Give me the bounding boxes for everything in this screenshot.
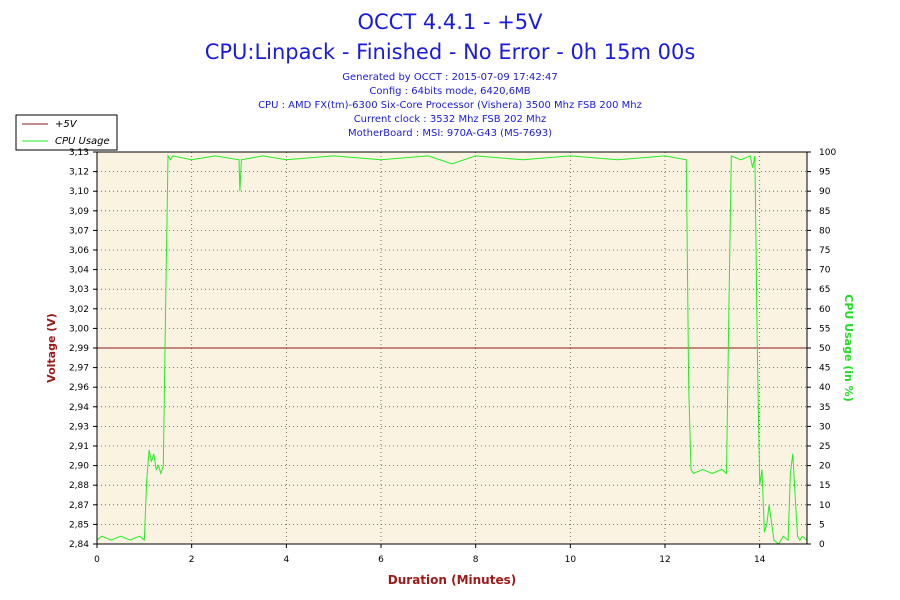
- tick-label-x: 0: [94, 555, 100, 565]
- tick-label-y2: 50: [819, 344, 831, 354]
- legend-label-voltage: +5V: [55, 119, 78, 130]
- series-layer: [96, 154, 808, 545]
- info-motherboard: MotherBoard : MSI: 970A-G43 (MS-7693): [348, 128, 552, 139]
- tick-label-y: 3,12: [69, 168, 89, 178]
- tick-label-y2: 30: [819, 422, 831, 432]
- tick-label-y2: 15: [819, 481, 830, 491]
- tick-label-y2: 25: [819, 442, 830, 452]
- tick-label-y: 2,94: [69, 403, 89, 413]
- series-line-cpu-usage: [96, 154, 808, 545]
- tick-label-y: 3,00: [69, 324, 89, 334]
- tick-label-y: 2,88: [69, 481, 89, 491]
- y-axis-title-cpu: CPU Usage (in %): [842, 294, 855, 401]
- tick-label-y: 3,06: [69, 246, 89, 256]
- tick-label-y: 3,13: [69, 148, 89, 158]
- tick-label-y2: 55: [819, 324, 830, 334]
- chart-subtitle: CPU:Linpack - Finished - No Error - 0h 1…: [205, 40, 696, 64]
- tick-label-y2: 95: [819, 168, 830, 178]
- tick-label-y: 2,87: [69, 501, 89, 511]
- tick-label-y: 2,99: [69, 344, 89, 354]
- tick-label-y: 3,09: [69, 207, 89, 217]
- tick-label-y: 2,91: [69, 442, 89, 452]
- tick-label-y2: 60: [819, 305, 831, 315]
- tick-label-y: 2,90: [69, 462, 89, 472]
- x-axis-title: Duration (Minutes): [388, 573, 516, 587]
- y-axis-title-voltage: Voltage (V): [45, 313, 58, 383]
- tick-label-y2: 100: [819, 148, 836, 158]
- tick-label-y: 3,02: [69, 305, 89, 315]
- tick-label-y: 2,84: [69, 540, 89, 550]
- tick-label-y2: 35: [819, 403, 830, 413]
- tick-label-y: 3,10: [69, 187, 89, 197]
- tick-label-x: 10: [565, 555, 577, 565]
- tick-label-x: 8: [473, 555, 479, 565]
- axis-ticks: 02,8452,85102,87152,88202,90252,91302,93…: [69, 148, 836, 565]
- info-generated: Generated by OCCT : 2015-07-09 17:42:47: [342, 72, 558, 83]
- chart-title: OCCT 4.4.1 - +5V: [357, 10, 543, 34]
- tick-label-y2: 65: [819, 285, 830, 295]
- info-config: Config : 64bits mode, 6420,6MB: [369, 86, 530, 97]
- tick-label-y: 3,04: [69, 266, 89, 276]
- tick-label-y: 2,96: [69, 383, 89, 393]
- tick-label-y2: 85: [819, 207, 830, 217]
- tick-label-y2: 80: [819, 226, 831, 236]
- tick-label-x: 14: [754, 555, 766, 565]
- tick-label-x: 2: [189, 555, 195, 565]
- legend-box: [15, 114, 118, 151]
- tick-label-y: 3,03: [69, 285, 89, 295]
- tick-label-y2: 0: [819, 540, 825, 550]
- tick-label-y2: 90: [819, 187, 831, 197]
- tick-label-y2: 75: [819, 246, 830, 256]
- tick-label-y2: 10: [819, 501, 831, 511]
- tick-label-y2: 5: [819, 520, 825, 530]
- tick-label-x: 12: [659, 555, 670, 565]
- legend-label-cpu: CPU Usage: [55, 136, 110, 147]
- info-clock: Current clock : 3532 Mhz FSB 202 Mhz: [354, 114, 547, 125]
- tick-label-x: 6: [378, 555, 384, 565]
- tick-label-y: 2,97: [69, 364, 89, 374]
- tick-label-y: 2,85: [69, 520, 89, 530]
- tick-label-y2: 20: [819, 462, 831, 472]
- info-cpu: CPU : AMD FX(tm)-6300 Six-Core Processor…: [258, 100, 642, 111]
- tick-label-y2: 70: [819, 266, 831, 276]
- tick-label-y: 2,93: [69, 422, 89, 432]
- tick-label-y: 3,07: [69, 226, 89, 236]
- tick-label-y2: 45: [819, 364, 830, 374]
- tick-label-x: 4: [283, 555, 289, 565]
- tick-label-y2: 40: [819, 383, 831, 393]
- legend: +5V CPU Usage: [15, 114, 118, 151]
